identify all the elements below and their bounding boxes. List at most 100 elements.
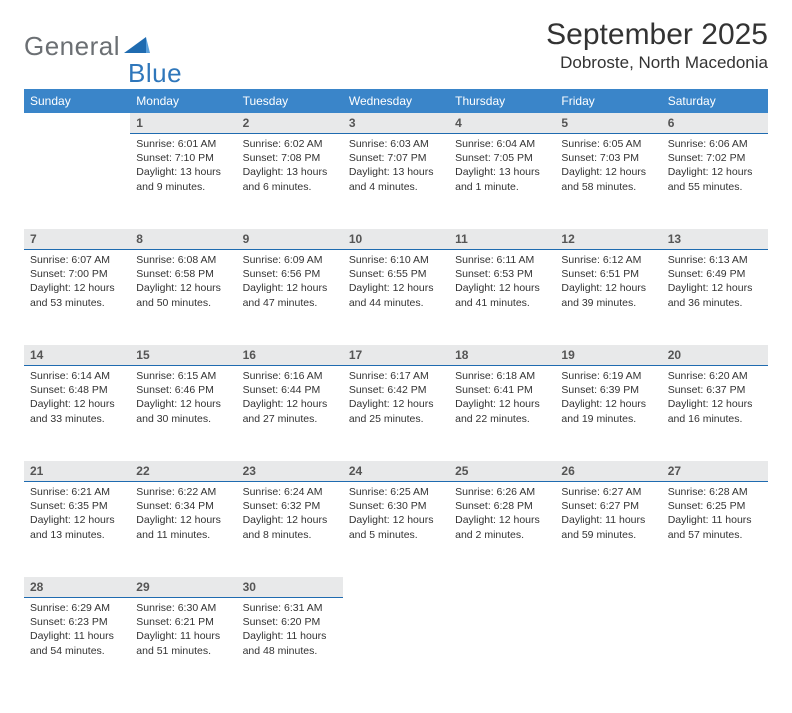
weekday-header-row: Sunday Monday Tuesday Wednesday Thursday… — [24, 89, 768, 113]
sunrise-text: Sunrise: 6:12 AM — [561, 253, 655, 267]
logo: General Blue — [24, 18, 182, 75]
day-number-cell — [662, 577, 768, 598]
sunset-text: Sunset: 7:05 PM — [455, 151, 549, 165]
day-number-cell: 30 — [237, 577, 343, 598]
day-content-cell: Sunrise: 6:24 AMSunset: 6:32 PMDaylight:… — [237, 482, 343, 578]
day-number-cell: 14 — [24, 345, 130, 366]
daynum-row: 123456 — [24, 113, 768, 134]
sunset-text: Sunset: 6:28 PM — [455, 499, 549, 513]
sunrise-text: Sunrise: 6:27 AM — [561, 485, 655, 499]
daynum-row: 21222324252627 — [24, 461, 768, 482]
daylight-text: Daylight: 12 hours and 41 minutes. — [455, 281, 549, 309]
sunset-text: Sunset: 6:21 PM — [136, 615, 230, 629]
sunset-text: Sunset: 6:56 PM — [243, 267, 337, 281]
sunrise-text: Sunrise: 6:15 AM — [136, 369, 230, 383]
sunrise-text: Sunrise: 6:13 AM — [668, 253, 762, 267]
sunset-text: Sunset: 7:10 PM — [136, 151, 230, 165]
daylight-text: Daylight: 12 hours and 8 minutes. — [243, 513, 337, 541]
daylight-text: Daylight: 12 hours and 58 minutes. — [561, 165, 655, 193]
day-content-cell: Sunrise: 6:07 AMSunset: 7:00 PMDaylight:… — [24, 250, 130, 346]
sunset-text: Sunset: 6:53 PM — [455, 267, 549, 281]
day-content-cell: Sunrise: 6:11 AMSunset: 6:53 PMDaylight:… — [449, 250, 555, 346]
day-content-cell: Sunrise: 6:27 AMSunset: 6:27 PMDaylight:… — [555, 482, 661, 578]
day-number-cell: 1 — [130, 113, 236, 134]
daylight-text: Daylight: 13 hours and 4 minutes. — [349, 165, 443, 193]
daylight-text: Daylight: 12 hours and 13 minutes. — [30, 513, 124, 541]
daylight-text: Daylight: 12 hours and 22 minutes. — [455, 397, 549, 425]
sunset-text: Sunset: 6:41 PM — [455, 383, 549, 397]
day-number-cell: 4 — [449, 113, 555, 134]
daylight-text: Daylight: 12 hours and 19 minutes. — [561, 397, 655, 425]
day-content-cell: Sunrise: 6:19 AMSunset: 6:39 PMDaylight:… — [555, 366, 661, 462]
day-number-cell: 29 — [130, 577, 236, 598]
daynum-row: 282930 — [24, 577, 768, 598]
day-content-row: Sunrise: 6:01 AMSunset: 7:10 PMDaylight:… — [24, 134, 768, 230]
weekday-header: Friday — [555, 89, 661, 113]
sunset-text: Sunset: 6:55 PM — [349, 267, 443, 281]
sunrise-text: Sunrise: 6:09 AM — [243, 253, 337, 267]
sunrise-text: Sunrise: 6:21 AM — [30, 485, 124, 499]
day-number-cell: 12 — [555, 229, 661, 250]
day-number-cell: 25 — [449, 461, 555, 482]
sunrise-text: Sunrise: 6:30 AM — [136, 601, 230, 615]
logo-text-general: General — [24, 31, 120, 62]
daylight-text: Daylight: 11 hours and 59 minutes. — [561, 513, 655, 541]
day-content-cell: Sunrise: 6:09 AMSunset: 6:56 PMDaylight:… — [237, 250, 343, 346]
day-content-cell: Sunrise: 6:13 AMSunset: 6:49 PMDaylight:… — [662, 250, 768, 346]
daylight-text: Daylight: 12 hours and 53 minutes. — [30, 281, 124, 309]
day-content-cell: Sunrise: 6:04 AMSunset: 7:05 PMDaylight:… — [449, 134, 555, 230]
daylight-text: Daylight: 12 hours and 27 minutes. — [243, 397, 337, 425]
daylight-text: Daylight: 12 hours and 36 minutes. — [668, 281, 762, 309]
sunset-text: Sunset: 6:23 PM — [30, 615, 124, 629]
day-number-cell: 19 — [555, 345, 661, 366]
calendar-page: General Blue September 2025 Dobroste, No… — [0, 0, 792, 713]
header-row: General Blue September 2025 Dobroste, No… — [24, 18, 768, 75]
sunset-text: Sunset: 6:25 PM — [668, 499, 762, 513]
sunrise-text: Sunrise: 6:20 AM — [668, 369, 762, 383]
weekday-header: Monday — [130, 89, 236, 113]
sunset-text: Sunset: 6:30 PM — [349, 499, 443, 513]
day-content-cell: Sunrise: 6:12 AMSunset: 6:51 PMDaylight:… — [555, 250, 661, 346]
sunrise-text: Sunrise: 6:05 AM — [561, 137, 655, 151]
day-number-cell: 24 — [343, 461, 449, 482]
day-content-cell: Sunrise: 6:02 AMSunset: 7:08 PMDaylight:… — [237, 134, 343, 230]
daylight-text: Daylight: 12 hours and 5 minutes. — [349, 513, 443, 541]
calendar-body: 123456Sunrise: 6:01 AMSunset: 7:10 PMDay… — [24, 113, 768, 693]
daylight-text: Daylight: 12 hours and 55 minutes. — [668, 165, 762, 193]
daylight-text: Daylight: 11 hours and 54 minutes. — [30, 629, 124, 657]
sunrise-text: Sunrise: 6:07 AM — [30, 253, 124, 267]
sunrise-text: Sunrise: 6:29 AM — [30, 601, 124, 615]
day-content-cell: Sunrise: 6:03 AMSunset: 7:07 PMDaylight:… — [343, 134, 449, 230]
daylight-text: Daylight: 12 hours and 25 minutes. — [349, 397, 443, 425]
daylight-text: Daylight: 12 hours and 16 minutes. — [668, 397, 762, 425]
day-number-cell: 21 — [24, 461, 130, 482]
daylight-text: Daylight: 12 hours and 50 minutes. — [136, 281, 230, 309]
calendar-table: Sunday Monday Tuesday Wednesday Thursday… — [24, 89, 768, 693]
weekday-header: Wednesday — [343, 89, 449, 113]
sunrise-text: Sunrise: 6:17 AM — [349, 369, 443, 383]
weekday-header: Tuesday — [237, 89, 343, 113]
day-number-cell — [555, 577, 661, 598]
daylight-text: Daylight: 13 hours and 9 minutes. — [136, 165, 230, 193]
day-number-cell: 3 — [343, 113, 449, 134]
weekday-header: Thursday — [449, 89, 555, 113]
daylight-text: Daylight: 11 hours and 57 minutes. — [668, 513, 762, 541]
title-block: September 2025 Dobroste, North Macedonia — [546, 18, 768, 73]
day-content-cell: Sunrise: 6:20 AMSunset: 6:37 PMDaylight:… — [662, 366, 768, 462]
sunrise-text: Sunrise: 6:18 AM — [455, 369, 549, 383]
day-content-cell: Sunrise: 6:18 AMSunset: 6:41 PMDaylight:… — [449, 366, 555, 462]
sunset-text: Sunset: 6:39 PM — [561, 383, 655, 397]
day-number-cell — [343, 577, 449, 598]
day-number-cell: 17 — [343, 345, 449, 366]
logo-text-blue: Blue — [128, 58, 182, 89]
daynum-row: 14151617181920 — [24, 345, 768, 366]
sunset-text: Sunset: 6:48 PM — [30, 383, 124, 397]
weekday-header: Sunday — [24, 89, 130, 113]
day-content-cell: Sunrise: 6:17 AMSunset: 6:42 PMDaylight:… — [343, 366, 449, 462]
day-content-cell — [24, 134, 130, 230]
day-number-cell: 20 — [662, 345, 768, 366]
day-number-cell: 26 — [555, 461, 661, 482]
daylight-text: Daylight: 11 hours and 51 minutes. — [136, 629, 230, 657]
daylight-text: Daylight: 12 hours and 2 minutes. — [455, 513, 549, 541]
day-number-cell: 6 — [662, 113, 768, 134]
